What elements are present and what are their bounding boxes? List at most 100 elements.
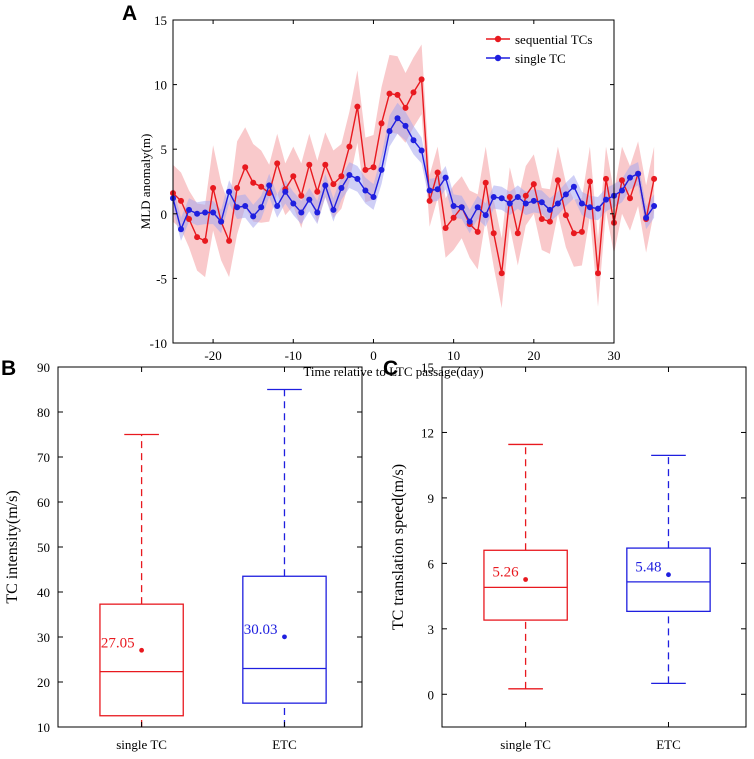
data-point-single-tc xyxy=(562,191,569,198)
data-point-sequential-tcs xyxy=(290,173,297,180)
data-point-single-tc xyxy=(643,214,650,221)
data-point-single-tc xyxy=(226,188,233,195)
data-point-sequential-tcs xyxy=(234,185,241,191)
data-point-single-tc xyxy=(402,122,409,129)
data-point-sequential-tcs xyxy=(595,270,601,277)
data-point-single-tc xyxy=(651,203,658,209)
data-point-sequential-tcs xyxy=(410,89,417,96)
y-tick-label: -5 xyxy=(156,271,167,286)
data-point-single-tc xyxy=(354,175,361,182)
y-axis-label: MLD anomaly(m) xyxy=(138,134,153,230)
legend-label: sequential TCs xyxy=(515,32,592,47)
data-point-sequential-tcs xyxy=(370,164,377,171)
data-point-sequential-tcs xyxy=(186,216,192,222)
data-point-sequential-tcs xyxy=(250,179,257,186)
data-point-sequential-tcs xyxy=(490,230,497,237)
y-tick-label: 15 xyxy=(154,13,167,28)
plot-frame xyxy=(57,366,363,728)
data-point-single-tc xyxy=(178,226,184,233)
mean-label-etc: 5.48 xyxy=(635,560,661,576)
data-point-single-tc xyxy=(627,174,633,181)
box-single-tc xyxy=(483,549,568,621)
data-point-single-tc xyxy=(619,187,625,194)
data-point-sequential-tcs xyxy=(354,103,361,110)
data-point-sequential-tcs xyxy=(570,230,577,237)
data-point-single-tc xyxy=(242,203,249,209)
data-point-sequential-tcs xyxy=(378,120,385,127)
y-tick-label: 20 xyxy=(37,675,50,690)
y-axis-label: TC intensity(m/s) xyxy=(4,490,21,603)
data-point-sequential-tcs xyxy=(178,197,184,204)
data-point-single-tc xyxy=(498,195,505,202)
data-point-single-tc xyxy=(290,200,297,207)
data-point-single-tc xyxy=(586,204,593,211)
y-axis-label: TC translation speed(m/s) xyxy=(390,464,407,630)
data-point-single-tc xyxy=(530,197,537,204)
y-tick-label: -10 xyxy=(150,336,167,351)
x-tick-label: 20 xyxy=(527,348,540,363)
panel-letter-c: C xyxy=(383,357,398,380)
data-point-sequential-tcs xyxy=(514,230,521,237)
data-point-single-tc xyxy=(570,183,577,190)
data-point-single-tc xyxy=(418,147,425,154)
mean-point-etc xyxy=(666,572,671,578)
data-point-single-tc xyxy=(458,204,465,211)
data-point-sequential-tcs xyxy=(554,177,561,184)
data-point-single-tc xyxy=(426,187,433,194)
x-tick-label: 30 xyxy=(608,348,621,363)
y-tick-label: 10 xyxy=(154,78,167,93)
y-tick-label: 15 xyxy=(421,360,434,375)
data-point-single-tc xyxy=(274,203,281,209)
data-point-single-tc xyxy=(578,200,585,207)
data-point-single-tc xyxy=(346,172,353,178)
data-point-single-tc xyxy=(266,182,273,189)
data-point-sequential-tcs xyxy=(322,161,329,168)
y-tick-label: 5 xyxy=(161,142,168,157)
data-point-single-tc xyxy=(258,204,265,211)
y-tick-label: 6 xyxy=(428,556,435,571)
data-point-sequential-tcs xyxy=(651,175,658,182)
y-tick-label: 70 xyxy=(37,450,50,465)
data-point-sequential-tcs xyxy=(202,237,209,244)
data-point-sequential-tcs xyxy=(562,212,569,219)
data-point-single-tc xyxy=(386,128,393,135)
data-point-sequential-tcs xyxy=(306,161,313,168)
data-point-sequential-tcs xyxy=(194,234,201,241)
panel-b-box-chart: 27.05 single TC 30.03 ETC 10 20 30 40 50 60 70 80 90… xyxy=(4,360,363,752)
plot-frame xyxy=(441,366,747,728)
band-sequential-tcs xyxy=(173,44,655,309)
data-point-sequential-tcs xyxy=(338,173,345,180)
data-point-single-tc xyxy=(218,218,225,225)
x-tick-label: -10 xyxy=(285,348,302,363)
data-point-single-tc xyxy=(546,206,553,213)
panel-letter-b: B xyxy=(1,357,16,380)
box-etc xyxy=(242,575,327,704)
data-point-single-tc xyxy=(538,199,545,206)
category-label: ETC xyxy=(272,737,297,752)
data-point-sequential-tcs xyxy=(482,179,489,186)
data-point-single-tc xyxy=(394,115,401,122)
y-tick-label: 10 xyxy=(37,720,50,735)
data-point-single-tc xyxy=(490,194,497,200)
data-point-single-tc xyxy=(603,196,609,203)
legend-label: single TC xyxy=(515,51,566,66)
data-point-single-tc xyxy=(282,188,289,195)
data-point-sequential-tcs xyxy=(274,160,281,167)
data-point-sequential-tcs xyxy=(530,181,537,188)
data-point-sequential-tcs xyxy=(402,104,409,111)
category-label: single TC xyxy=(500,737,551,752)
data-point-single-tc xyxy=(554,200,561,207)
data-point-single-tc xyxy=(194,210,201,217)
x-axis-label: Time relative to LTC passage(day) xyxy=(303,364,483,379)
data-point-sequential-tcs xyxy=(434,169,441,176)
y-tick-label: 80 xyxy=(37,405,50,420)
data-point-single-tc xyxy=(186,206,192,213)
data-point-sequential-tcs xyxy=(498,270,505,277)
mean-point-single-tc xyxy=(523,577,528,582)
data-point-sequential-tcs xyxy=(330,181,337,188)
data-point-sequential-tcs xyxy=(314,188,321,195)
data-point-sequential-tcs xyxy=(394,91,401,98)
data-point-single-tc xyxy=(474,204,481,211)
